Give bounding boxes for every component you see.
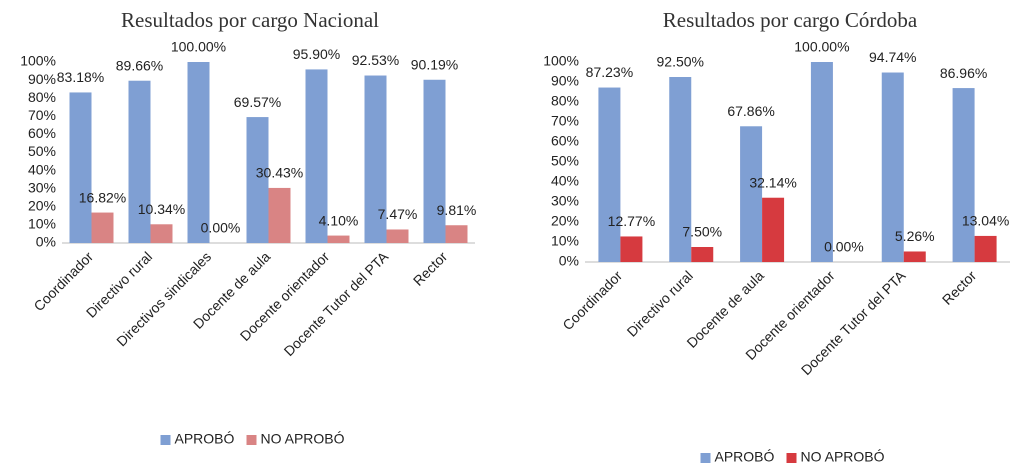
bar bbox=[762, 197, 785, 262]
data-label: 12.77% bbox=[608, 213, 655, 229]
y-tick-label: 100% bbox=[20, 53, 56, 69]
y-tick-label: 30% bbox=[551, 193, 579, 209]
legend-swatch bbox=[246, 435, 257, 445]
legend-label: NO APROBÓ bbox=[261, 431, 345, 447]
data-label: 7.50% bbox=[682, 224, 722, 240]
bar bbox=[598, 87, 621, 262]
data-label: 92.53% bbox=[352, 52, 399, 68]
y-tick-label: 80% bbox=[28, 89, 56, 105]
data-label: 10.34% bbox=[138, 201, 185, 217]
x-tick-label: Rector bbox=[410, 248, 451, 289]
data-label: 7.47% bbox=[378, 206, 418, 222]
bar bbox=[620, 236, 643, 262]
data-label: 94.74% bbox=[869, 49, 916, 65]
x-tick-label: Docente Tutor del PTA bbox=[281, 248, 392, 359]
chart-title: Resultados por cargo Nacional bbox=[121, 8, 379, 32]
legend-swatch bbox=[786, 453, 797, 463]
bar bbox=[268, 187, 291, 243]
bar bbox=[881, 72, 904, 263]
data-label: 86.96% bbox=[940, 65, 987, 81]
data-label: 9.81% bbox=[437, 202, 477, 218]
y-tick-label: 70% bbox=[551, 113, 579, 129]
bar bbox=[386, 229, 409, 243]
y-tick-label: 20% bbox=[28, 198, 56, 214]
bar bbox=[691, 247, 714, 262]
y-tick-label: 100% bbox=[543, 53, 579, 69]
bar bbox=[305, 69, 328, 244]
data-label: 5.26% bbox=[895, 228, 935, 244]
data-label: 16.82% bbox=[79, 189, 126, 205]
data-label: 30.43% bbox=[256, 165, 303, 181]
y-tick-label: 30% bbox=[28, 179, 56, 195]
data-label: 13.04% bbox=[962, 213, 1009, 229]
data-label: 90.19% bbox=[411, 56, 458, 72]
data-label: 92.50% bbox=[657, 54, 704, 70]
y-tick-label: 80% bbox=[551, 93, 579, 109]
y-tick-label: 50% bbox=[551, 153, 579, 169]
y-tick-label: 50% bbox=[28, 143, 56, 159]
legend-label: NO APROBÓ bbox=[801, 449, 885, 465]
x-tick-label: Directivo rural bbox=[624, 267, 696, 339]
x-tick-label: Coordinador bbox=[30, 248, 96, 314]
y-tick-label: 20% bbox=[551, 213, 579, 229]
bar bbox=[903, 251, 926, 262]
bar bbox=[69, 92, 92, 243]
bar bbox=[423, 79, 446, 243]
x-tick-label: Rector bbox=[939, 267, 980, 308]
y-tick-label: 40% bbox=[551, 173, 579, 189]
y-tick-label: 90% bbox=[28, 71, 56, 87]
data-label: 67.86% bbox=[727, 103, 774, 119]
data-label: 0.00% bbox=[824, 239, 864, 255]
y-tick-label: 70% bbox=[28, 107, 56, 123]
legend-swatch bbox=[700, 453, 711, 463]
data-label: 0.00% bbox=[201, 220, 241, 236]
bar bbox=[740, 126, 763, 262]
bar bbox=[669, 77, 692, 262]
y-tick-label: 60% bbox=[551, 133, 579, 149]
data-label: 87.23% bbox=[586, 64, 633, 80]
y-tick-label: 0% bbox=[36, 234, 56, 250]
y-tick-label: 90% bbox=[551, 73, 579, 89]
bar bbox=[364, 75, 387, 244]
bar bbox=[974, 235, 997, 262]
legend-label: APROBÓ bbox=[715, 449, 775, 465]
data-label: 83.18% bbox=[57, 69, 104, 85]
bar bbox=[187, 62, 210, 243]
bar bbox=[91, 212, 114, 243]
chart-title: Resultados por cargo Córdoba bbox=[663, 8, 918, 32]
x-tick-label: Coordinador bbox=[559, 267, 625, 333]
bar bbox=[246, 117, 269, 243]
data-label: 100.00% bbox=[794, 39, 849, 55]
bar bbox=[445, 225, 468, 243]
bar bbox=[128, 80, 151, 244]
bar bbox=[810, 62, 833, 262]
data-label: 69.57% bbox=[234, 94, 281, 110]
bar bbox=[327, 235, 350, 243]
data-label: 89.66% bbox=[116, 57, 163, 73]
y-tick-label: 0% bbox=[559, 253, 579, 269]
data-label: 95.90% bbox=[293, 46, 340, 62]
y-tick-label: 60% bbox=[28, 125, 56, 141]
legend-label: APROBÓ bbox=[175, 431, 235, 447]
y-tick-label: 40% bbox=[28, 161, 56, 177]
bar bbox=[952, 88, 975, 262]
data-label: 32.14% bbox=[749, 174, 796, 190]
y-tick-label: 10% bbox=[28, 216, 56, 232]
y-tick-label: 10% bbox=[551, 233, 579, 249]
data-label: 100.00% bbox=[171, 39, 226, 55]
legend-swatch bbox=[160, 435, 171, 445]
bar bbox=[150, 224, 173, 243]
data-label: 4.10% bbox=[319, 212, 359, 228]
